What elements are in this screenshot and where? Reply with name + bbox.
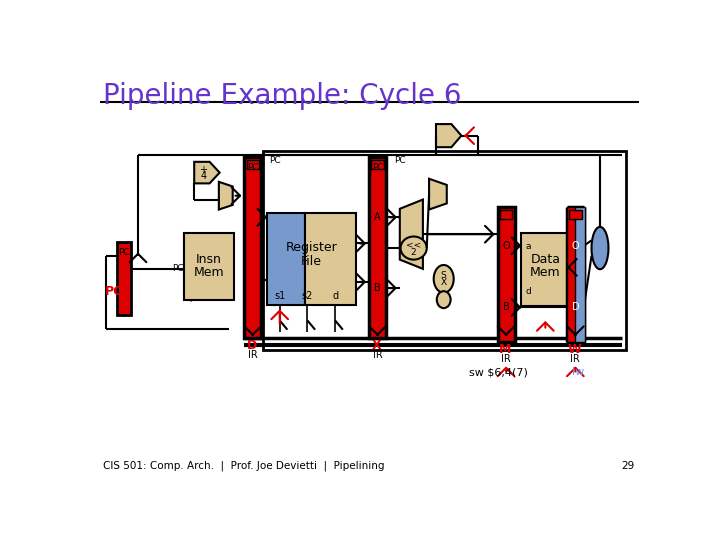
Text: A: A [374,212,381,222]
Text: 4: 4 [200,172,207,181]
Text: B: B [374,283,381,293]
Polygon shape [269,294,279,306]
Text: PC: PC [394,156,405,165]
Text: Data: Data [531,253,560,266]
Bar [369,157,386,338]
Bar [498,207,515,342]
Text: Insn: Insn [196,253,222,266]
Polygon shape [400,200,423,269]
Text: IR: IR [570,354,580,364]
Ellipse shape [437,291,451,308]
Bar [117,242,131,315]
Polygon shape [429,179,447,210]
Text: s1: s1 [274,291,285,301]
Text: PC: PC [372,164,383,172]
Polygon shape [186,291,197,301]
Text: IR: IR [501,354,511,364]
Text: 29: 29 [621,461,634,471]
Polygon shape [219,182,233,210]
Bar [567,207,576,342]
Text: sw $6,4(7): sw $6,4(7) [469,367,528,377]
Text: +: + [199,165,207,176]
Ellipse shape [592,227,608,269]
Bar [184,233,234,300]
Bar [263,151,626,350]
Text: O: O [572,241,579,251]
Polygon shape [523,296,534,307]
Polygon shape [498,333,514,343]
Text: O: O [503,241,510,251]
Text: IR: IR [372,350,382,360]
Polygon shape [436,124,462,147]
Text: <<: << [406,240,421,249]
Bar [521,233,570,306]
Polygon shape [245,329,261,340]
Text: M: M [499,343,511,356]
Text: Mem: Mem [530,266,561,279]
Text: Register: Register [285,241,337,254]
Text: s2: s2 [302,291,313,301]
Bar [244,157,261,338]
Text: lw: lw [572,367,584,377]
Ellipse shape [400,237,427,260]
Text: B: B [503,302,510,312]
Bar [570,210,582,219]
Text: PC: PC [105,286,123,299]
Text: PC: PC [118,248,130,257]
Text: d: d [332,291,338,301]
Text: PC: PC [269,156,281,165]
Text: X: X [441,278,446,287]
Bar [267,213,305,305]
Text: S: S [441,271,446,280]
Text: D: D [247,339,257,353]
Ellipse shape [433,265,454,293]
Text: d: d [526,287,531,296]
Bar [372,159,384,168]
Text: D: D [572,302,579,312]
Text: a: a [526,242,531,251]
Polygon shape [194,162,220,184]
Text: 2: 2 [411,248,416,257]
Bar [567,207,584,342]
Bar [246,159,259,168]
Text: Mem: Mem [194,266,224,279]
Text: PC: PC [247,164,258,172]
Bar [305,213,356,305]
Text: W: W [567,343,582,356]
Polygon shape [118,307,130,316]
Bar [500,210,512,219]
Polygon shape [567,333,583,343]
Text: CIS 501: Comp. Arch.  |  Prof. Joe Devietti  |  Pipelining: CIS 501: Comp. Arch. | Prof. Joe Deviett… [104,461,385,471]
Text: PC: PC [172,265,184,273]
Text: Pipeline Example: Cycle 6: Pipeline Example: Cycle 6 [104,82,462,110]
Text: IR: IR [248,350,258,360]
Text: X: X [372,339,382,353]
Text: File: File [301,255,322,268]
Bar [575,207,585,342]
Polygon shape [370,329,385,340]
